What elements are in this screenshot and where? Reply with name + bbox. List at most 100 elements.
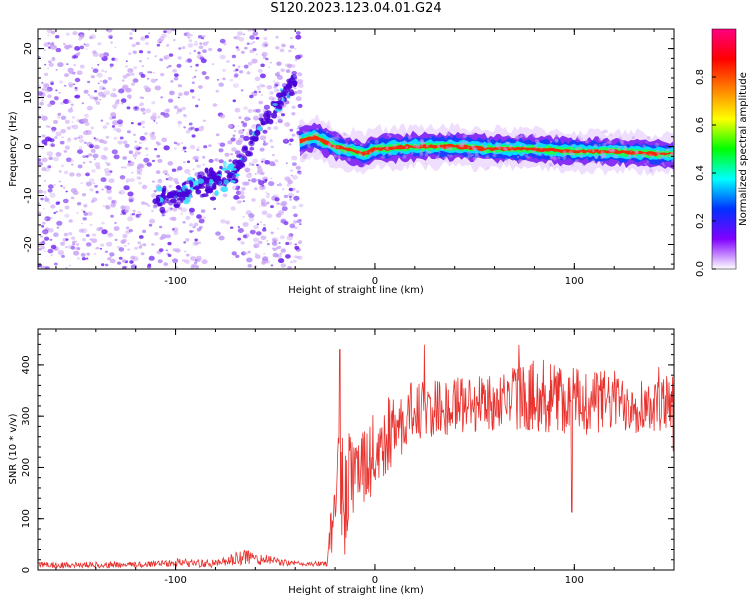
noise-blob — [295, 190, 300, 194]
noise-blob — [46, 151, 53, 157]
halo-dot — [407, 135, 412, 140]
halo-dot — [519, 143, 522, 147]
halo-dot — [658, 156, 663, 160]
noise-blob — [55, 69, 58, 71]
noise-blob — [274, 197, 280, 202]
noise-blob — [233, 36, 237, 39]
halo-dot — [435, 155, 440, 160]
noise-blob — [256, 223, 260, 226]
top-xtick-label: 0 — [372, 276, 378, 287]
noise-blob — [83, 89, 89, 94]
halo-dot — [467, 153, 473, 158]
noise-blob — [233, 74, 238, 79]
noise-blob — [38, 91, 44, 96]
halo-dot — [447, 154, 450, 157]
halo-dot — [485, 155, 490, 159]
bottom-xlabel: Height of straight line (km) — [288, 585, 424, 596]
diagonal-blob — [207, 174, 212, 179]
noise-blob — [65, 190, 68, 193]
noise-blob — [89, 35, 94, 40]
diagonal-blob — [160, 192, 165, 198]
noise-blob — [295, 165, 301, 170]
halo-dot — [314, 131, 319, 136]
halo-dot — [448, 146, 453, 151]
noise-blob — [103, 168, 110, 173]
noise-blob — [50, 30, 56, 35]
noise-blob — [65, 32, 70, 36]
noise-blob — [128, 198, 134, 203]
noise-blob — [101, 188, 104, 191]
halo-dot — [532, 133, 537, 138]
noise-blob — [199, 42, 202, 45]
halo-dot — [470, 143, 475, 148]
noise-blob — [48, 60, 52, 64]
noise-blob — [202, 119, 206, 123]
noise-blob — [289, 45, 294, 49]
noise-blob — [242, 215, 245, 218]
noise-blob — [231, 251, 237, 256]
noise-blob — [76, 257, 80, 260]
noise-blob — [270, 231, 274, 235]
diagonal-blob — [187, 189, 193, 194]
noise-blob — [82, 155, 86, 159]
halo-dot — [584, 147, 587, 150]
noise-blob — [200, 58, 207, 64]
halo-dot — [403, 133, 406, 136]
halo-dot — [472, 156, 477, 161]
noise-blob — [263, 140, 266, 143]
diagonal-blob — [230, 167, 237, 171]
noise-blob — [68, 44, 72, 47]
noise-blob — [219, 142, 226, 147]
noise-blob — [273, 254, 277, 258]
noise-blob — [185, 60, 189, 63]
halo-dot — [629, 157, 632, 160]
noise-blob — [272, 96, 277, 100]
halo-dot — [324, 134, 326, 136]
halo-dot — [464, 140, 468, 144]
noise-blob — [93, 252, 97, 255]
noise-blob — [259, 73, 266, 79]
noise-blob — [54, 262, 58, 266]
noise-blob — [50, 204, 56, 209]
snr-panel: -100 0 100 0 100 200 300 400 Height of straight… — [8, 328, 675, 596]
noise-blob — [190, 126, 195, 130]
noise-blob — [152, 112, 158, 117]
halo-dot — [466, 141, 469, 144]
halo-dot — [388, 134, 392, 138]
noise-blob — [291, 205, 297, 210]
halo-dot — [420, 139, 425, 143]
noise-blob — [87, 80, 91, 84]
noise-blob — [78, 138, 84, 143]
diagonal-blob — [157, 202, 162, 206]
halo-dot — [332, 144, 337, 148]
halo-dot — [328, 145, 332, 149]
diagonal-blob — [249, 140, 254, 145]
noise-blob — [65, 266, 69, 269]
halo-dot — [343, 150, 348, 154]
noise-blob — [81, 257, 86, 261]
noise-blob — [290, 37, 293, 40]
halo-dot — [648, 153, 652, 157]
noise-blob — [255, 53, 258, 56]
noise-blob — [173, 231, 179, 236]
halo-dot — [486, 167, 489, 169]
noise-blob — [138, 172, 143, 176]
halo-dot — [518, 159, 523, 164]
noise-blob — [62, 198, 69, 204]
noise-blob — [150, 115, 157, 121]
noise-blob — [92, 97, 96, 100]
noise-blob — [283, 221, 289, 226]
noise-blob — [266, 213, 273, 219]
diagonal-blob — [175, 185, 182, 190]
noise-blob — [101, 94, 107, 98]
noise-blob — [189, 89, 195, 93]
noise-blob — [94, 137, 99, 142]
noise-blob — [291, 133, 296, 137]
noise-blob — [121, 259, 127, 263]
noise-blob — [148, 32, 151, 35]
noise-blob — [188, 52, 192, 55]
noise-blob — [193, 75, 197, 78]
noise-blob — [291, 155, 298, 161]
noise-blob — [250, 42, 253, 45]
diagonal-blob — [173, 201, 181, 207]
